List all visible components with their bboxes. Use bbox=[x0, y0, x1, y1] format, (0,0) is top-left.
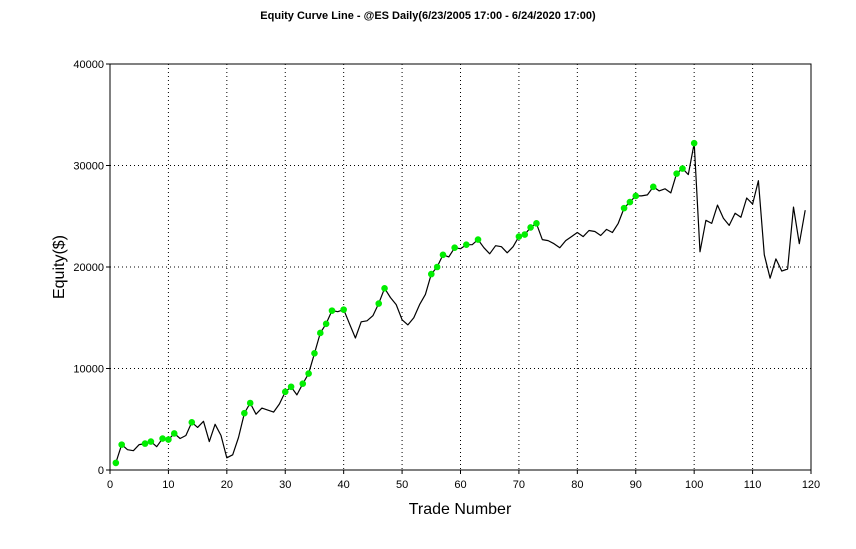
x-tick-label: 80 bbox=[571, 479, 583, 491]
equity-high-marker bbox=[626, 198, 634, 206]
equity-high-marker bbox=[311, 349, 318, 357]
axis-ticks bbox=[106, 63, 812, 474]
equity-high-marker bbox=[451, 244, 458, 252]
x-axis-label: Trade Number bbox=[409, 501, 512, 518]
x-tick-label: 10 bbox=[162, 479, 174, 491]
x-tick-label: 100 bbox=[685, 479, 703, 491]
x-tick-label: 110 bbox=[744, 479, 762, 491]
y-tick-label: 40000 bbox=[73, 59, 104, 71]
equity-high-marker bbox=[141, 440, 149, 447]
x-tick-label: 120 bbox=[802, 479, 820, 491]
equity-high-marker bbox=[281, 388, 289, 396]
x-tick-labels: 0 10 20 30 40 50 60 70 80 90 100 110 120 bbox=[107, 479, 820, 491]
equity-high-marker bbox=[188, 418, 196, 426]
equity-high-marker bbox=[305, 370, 312, 377]
equity-high-marker bbox=[170, 430, 178, 437]
x-tick-label: 30 bbox=[279, 479, 291, 491]
equity-high-marker bbox=[118, 441, 125, 448]
x-tick-label: 90 bbox=[630, 479, 642, 491]
equity-high-marker bbox=[317, 329, 324, 337]
equity-high-marker bbox=[690, 139, 698, 147]
equity-high-marker bbox=[246, 399, 254, 407]
equity-high-marker bbox=[474, 236, 482, 243]
x-tick-label: 0 bbox=[107, 479, 113, 491]
gridlines bbox=[110, 64, 811, 470]
x-tick-label: 60 bbox=[454, 479, 466, 491]
equity-high-marker bbox=[328, 307, 336, 314]
y-tick-label: 10000 bbox=[73, 364, 104, 376]
equity-high-marker bbox=[439, 251, 447, 259]
equity-high-marker bbox=[533, 220, 540, 227]
x-tick-label: 70 bbox=[513, 479, 525, 491]
equity-high-marker bbox=[527, 224, 534, 231]
equity-high-marker bbox=[147, 438, 155, 445]
chart-title: Equity Curve Line - @ES Daily(6/23/2005 … bbox=[260, 10, 596, 22]
x-tick-label: 40 bbox=[338, 479, 350, 491]
equity-high-marker bbox=[322, 320, 330, 328]
x-tick-label: 20 bbox=[221, 479, 233, 491]
x-tick-label: 50 bbox=[396, 479, 408, 491]
equity-high-marker bbox=[299, 380, 307, 388]
equity-high-marker bbox=[165, 436, 172, 443]
equity-curve-line bbox=[115, 142, 806, 464]
equity-high-marker bbox=[673, 170, 680, 177]
series-layer bbox=[112, 139, 806, 467]
equity-high-marker bbox=[427, 270, 435, 278]
equity-high-marker bbox=[340, 306, 347, 313]
equity-high-marker bbox=[649, 183, 657, 191]
equity-high-marker bbox=[433, 263, 441, 271]
y-tick-labels: 0 10000 20000 30000 40000 bbox=[73, 59, 104, 477]
y-tick-label: 20000 bbox=[73, 262, 104, 274]
equity-high-marker bbox=[463, 241, 470, 248]
equity-high-marker bbox=[241, 409, 248, 417]
y-tick-label: 0 bbox=[98, 465, 104, 477]
y-tick-label: 30000 bbox=[73, 161, 104, 173]
equity-high-marker bbox=[375, 300, 383, 307]
equity-high-marker bbox=[632, 192, 640, 200]
equity-high-marker bbox=[679, 165, 686, 172]
equity-high-marker bbox=[381, 285, 388, 292]
equity-high-marker bbox=[620, 204, 628, 212]
equity-high-marker bbox=[521, 231, 529, 238]
equity-high-marker bbox=[159, 435, 166, 442]
equity-high-marker bbox=[287, 383, 295, 391]
equity-high-marker bbox=[112, 459, 120, 467]
y-axis-label: Equity($) bbox=[51, 235, 68, 299]
equity-high-marker bbox=[515, 233, 523, 240]
